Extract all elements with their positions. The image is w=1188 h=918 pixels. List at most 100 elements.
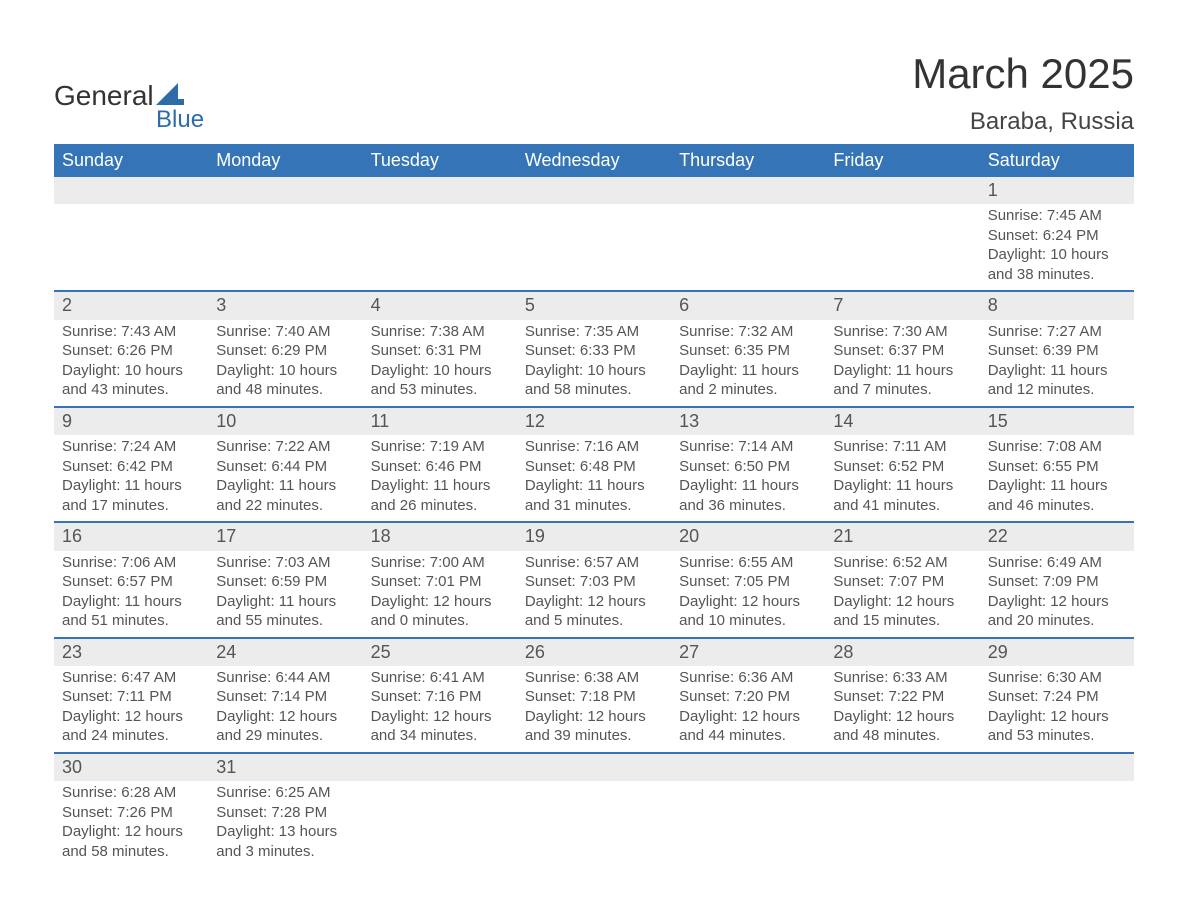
detail-row: Sunrise: 6:47 AMSunset: 7:11 PM Daylight:… bbox=[54, 666, 1134, 753]
day-cell: Sunrise: 7:14 AMSunset: 6:50 PMDaylight:… bbox=[671, 435, 825, 522]
day-cell: Sunrise: 7:35 AMSunset: 6:33 PMDaylight:… bbox=[517, 320, 671, 407]
day-cell: Sunrise: 7:22 AMSunset: 6:44 PMDaylight:… bbox=[208, 435, 362, 522]
day-number bbox=[825, 753, 979, 781]
sunset-text: Sunset: 6:48 PM bbox=[525, 457, 663, 477]
day-number: 25 bbox=[363, 638, 517, 666]
sunset-text: Sunset: 7:01 PM bbox=[371, 572, 509, 592]
day-cell bbox=[980, 781, 1134, 867]
sunset-text: Sunset: 6:37 PM bbox=[833, 341, 971, 361]
daylight-text-1: Daylight: 12 hours bbox=[371, 592, 509, 612]
day-cell: Sunrise: 7:06 AMSunset: 6:57 PMDaylight:… bbox=[54, 551, 208, 638]
month-year-title: March 2025 bbox=[912, 50, 1134, 98]
daylight-text-1: Daylight: 11 hours bbox=[62, 592, 200, 612]
sunrise-text: Sunrise: 7:11 AM bbox=[833, 437, 971, 457]
day-cell: Sunrise: 6:30 AMSunset: 7:24 PMDaylight:… bbox=[980, 666, 1134, 753]
day-cell bbox=[54, 204, 208, 291]
day-number: 10 bbox=[208, 407, 362, 435]
sunset-text: Sunset: 7:18 PM bbox=[525, 687, 663, 707]
sunset-text: Sunset: 7:11 PM bbox=[62, 687, 200, 707]
sunset-text: Sunset: 7:05 PM bbox=[679, 572, 817, 592]
day-cell: Sunrise: 6:47 AMSunset: 7:11 PMDaylight:… bbox=[54, 666, 208, 753]
daylight-text-1: Daylight: 11 hours bbox=[679, 361, 817, 381]
sunset-text: Sunset: 7:03 PM bbox=[525, 572, 663, 592]
sunrise-text: Sunrise: 6:41 AM bbox=[371, 668, 509, 688]
daylight-text-2: and 26 minutes. bbox=[371, 496, 509, 516]
day-number: 5 bbox=[517, 291, 671, 319]
daylight-text-1: Daylight: 10 hours bbox=[62, 361, 200, 381]
daylight-text-1: Daylight: 11 hours bbox=[988, 476, 1126, 496]
sunset-text: Sunset: 7:09 PM bbox=[988, 572, 1126, 592]
day-number: 26 bbox=[517, 638, 671, 666]
detail-row: Sunrise: 7:45 AM Sunset: 6:24 PM Dayligh… bbox=[54, 204, 1134, 291]
sunset-text: Sunset: 7:24 PM bbox=[988, 687, 1126, 707]
day-cell: Sunrise: 6:33 AMSunset: 7:22 PMDaylight:… bbox=[825, 666, 979, 753]
weekday-header: Thursday bbox=[671, 144, 825, 177]
sunset-text: Sunset: 7:22 PM bbox=[833, 687, 971, 707]
day-number: 18 bbox=[363, 522, 517, 550]
daylight-text-2: and 58 minutes. bbox=[62, 842, 200, 862]
sunrise-text: Sunrise: 6:30 AM bbox=[988, 668, 1126, 688]
sunrise-text: Sunrise: 7:40 AM bbox=[216, 322, 354, 342]
day-number bbox=[671, 753, 825, 781]
daylight-text-2: and 51 minutes. bbox=[62, 611, 200, 631]
daylight-text-1: Daylight: 12 hours bbox=[679, 707, 817, 727]
day-cell: Sunrise: 7:38 AMSunset: 6:31 PMDaylight:… bbox=[363, 320, 517, 407]
sunrise-text: Sunrise: 6:47 AM bbox=[62, 668, 200, 688]
daylight-text-2: and 58 minutes. bbox=[525, 380, 663, 400]
day-cell: Sunrise: 6:41 AMSunset: 7:16 PMDaylight:… bbox=[363, 666, 517, 753]
daylight-text-2: and 5 minutes. bbox=[525, 611, 663, 631]
day-cell bbox=[825, 781, 979, 867]
day-cell bbox=[671, 204, 825, 291]
sunset-text: Sunset: 6:59 PM bbox=[216, 572, 354, 592]
day-number: 21 bbox=[825, 522, 979, 550]
sunset-text: Sunset: 7:14 PM bbox=[216, 687, 354, 707]
daylight-text-1: Daylight: 12 hours bbox=[679, 592, 817, 612]
detail-row: Sunrise: 7:06 AMSunset: 6:57 PMDaylight:… bbox=[54, 551, 1134, 638]
day-cell: Sunrise: 7:45 AM Sunset: 6:24 PM Dayligh… bbox=[980, 204, 1134, 291]
sunrise-text: Sunrise: 7:16 AM bbox=[525, 437, 663, 457]
day-number bbox=[825, 177, 979, 204]
day-number bbox=[517, 753, 671, 781]
title-block: March 2025 Baraba, Russia bbox=[912, 50, 1134, 136]
daylight-text-2: and 48 minutes. bbox=[216, 380, 354, 400]
day-number bbox=[363, 753, 517, 781]
sunrise-text: Sunrise: 7:38 AM bbox=[371, 322, 509, 342]
day-cell: Sunrise: 6:36 AMSunset: 7:20 PMDaylight:… bbox=[671, 666, 825, 753]
daylight-text-2: and 17 minutes. bbox=[62, 496, 200, 516]
sunrise-text: Sunrise: 7:32 AM bbox=[679, 322, 817, 342]
daynum-row: 1 bbox=[54, 177, 1134, 204]
sunset-text: Sunset: 6:33 PM bbox=[525, 341, 663, 361]
sunset-text: Sunset: 6:29 PM bbox=[216, 341, 354, 361]
day-cell: Sunrise: 7:11 AMSunset: 6:52 PMDaylight:… bbox=[825, 435, 979, 522]
weekday-header: Monday bbox=[208, 144, 362, 177]
detail-row: Sunrise: 6:28 AMSunset: 7:26 PMDaylight:… bbox=[54, 781, 1134, 867]
daylight-text-1: Daylight: 12 hours bbox=[371, 707, 509, 727]
daynum-row: 30 31 bbox=[54, 753, 1134, 781]
daynum-row: 2 3 4 5 6 7 8 bbox=[54, 291, 1134, 319]
day-number bbox=[671, 177, 825, 204]
daylight-text-2: and 10 minutes. bbox=[679, 611, 817, 631]
sunrise-text: Sunrise: 7:08 AM bbox=[988, 437, 1126, 457]
day-cell: Sunrise: 7:24 AMSunset: 6:42 PMDaylight:… bbox=[54, 435, 208, 522]
logo-text-blue: Blue bbox=[156, 106, 204, 134]
day-cell: Sunrise: 6:28 AMSunset: 7:26 PMDaylight:… bbox=[54, 781, 208, 867]
sunrise-text: Sunrise: 6:38 AM bbox=[525, 668, 663, 688]
day-number bbox=[517, 177, 671, 204]
day-number: 27 bbox=[671, 638, 825, 666]
weekday-header: Saturday bbox=[980, 144, 1134, 177]
day-cell: Sunrise: 6:57 AMSunset: 7:03 PMDaylight:… bbox=[517, 551, 671, 638]
daynum-row: 16 17 18 19 20 21 22 bbox=[54, 522, 1134, 550]
sunrise-text: Sunrise: 7:03 AM bbox=[216, 553, 354, 573]
daylight-text-1: Daylight: 11 hours bbox=[216, 592, 354, 612]
daylight-text-1: Daylight: 11 hours bbox=[833, 476, 971, 496]
sunrise-text: Sunrise: 7:06 AM bbox=[62, 553, 200, 573]
daylight-text-2: and 2 minutes. bbox=[679, 380, 817, 400]
day-number: 22 bbox=[980, 522, 1134, 550]
daylight-text-2: and 53 minutes. bbox=[371, 380, 509, 400]
sunset-text: Sunset: 6:26 PM bbox=[62, 341, 200, 361]
day-cell: Sunrise: 6:38 AMSunset: 7:18 PMDaylight:… bbox=[517, 666, 671, 753]
daylight-text-2: and 24 minutes. bbox=[62, 726, 200, 746]
sunset-text: Sunset: 6:39 PM bbox=[988, 341, 1126, 361]
day-number bbox=[363, 177, 517, 204]
daylight-text-2: and 12 minutes. bbox=[988, 380, 1126, 400]
